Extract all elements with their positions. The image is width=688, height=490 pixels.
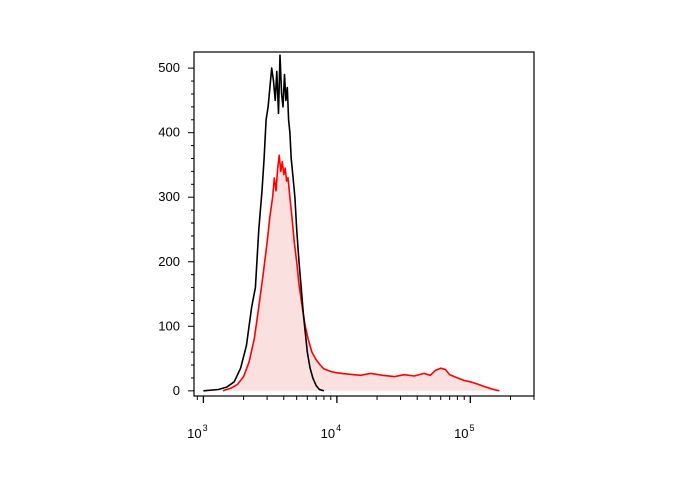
x-tick-label: 104 — [321, 423, 341, 441]
x-tick-label: 103 — [187, 423, 207, 441]
y-tick-label: 500 — [158, 60, 180, 75]
y-tick-label: 400 — [158, 125, 180, 140]
series-1-fill — [222, 155, 500, 391]
y-axis: 0 100 200 300 400 500 — [158, 60, 194, 398]
series-layer — [203, 54, 500, 392]
y-tick-label: 100 — [158, 318, 180, 333]
series-0-line — [203, 54, 325, 392]
y-tick-label: 200 — [158, 254, 180, 269]
y-tick-label: 300 — [158, 189, 180, 204]
plot-frame — [193, 51, 535, 397]
x-tick-label: 105 — [454, 423, 474, 441]
x-axis: 103 104 105 — [187, 396, 535, 441]
y-tick-label: 0 — [173, 383, 180, 398]
